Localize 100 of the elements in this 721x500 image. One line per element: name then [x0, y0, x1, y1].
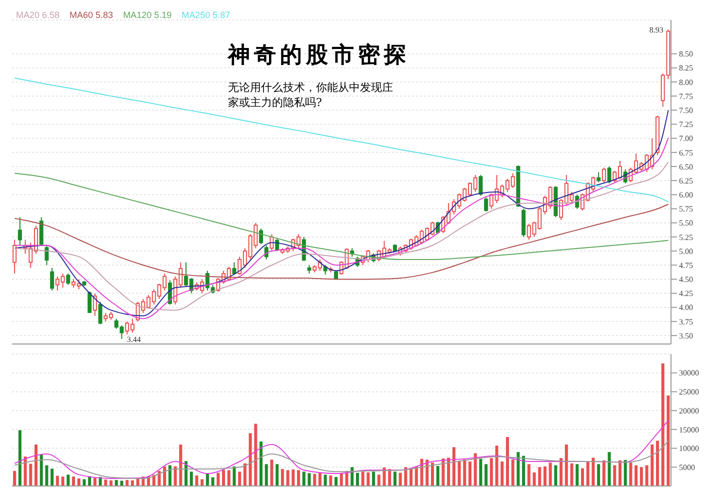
- bar: [570, 463, 574, 486]
- line-series: [14, 420, 669, 479]
- bar: [126, 480, 129, 486]
- candlestick: [596, 172, 601, 183]
- text: 神奇的股市密探: [228, 41, 410, 70]
- bar: [77, 478, 80, 486]
- bar: [276, 464, 279, 486]
- candlestick: [602, 167, 606, 183]
- bar: [190, 472, 193, 486]
- bar: [324, 474, 327, 486]
- y-tick-label: 4.25: [679, 289, 693, 298]
- bar: [216, 472, 220, 486]
- y-tick-label: 6.00: [679, 190, 693, 200]
- y-tick-label: 7.00: [679, 134, 693, 144]
- bar: [474, 453, 477, 486]
- y-tick-label: 30000: [679, 368, 699, 378]
- bar: [656, 440, 659, 486]
- candlestick: [88, 291, 92, 314]
- bar: [292, 469, 295, 486]
- y-tick-label: 8.50: [679, 50, 693, 59]
- text: 无论用什么技术，你能从中发现庄家或主力的隐私吗?: [228, 80, 394, 110]
- bar: [398, 472, 402, 486]
- bar: [548, 462, 552, 486]
- candlestick: [484, 196, 488, 212]
- bar: [458, 461, 461, 486]
- bar: [329, 475, 332, 486]
- bar: [404, 467, 408, 486]
- bar: [104, 480, 108, 486]
- bar: [602, 460, 606, 486]
- bar: [629, 462, 632, 486]
- bar: [564, 444, 568, 486]
- candlestick: [39, 216, 44, 246]
- bar: [24, 456, 27, 486]
- bar: [634, 465, 638, 486]
- bar: [495, 446, 498, 486]
- bar: [560, 458, 563, 486]
- bar: [163, 466, 166, 486]
- bar: [661, 363, 664, 486]
- bar: [640, 467, 643, 486]
- text: MA60 5.83: [70, 10, 114, 20]
- bar: [393, 472, 396, 486]
- bar: [576, 464, 579, 486]
- bar: [264, 464, 268, 486]
- bar: [72, 476, 76, 486]
- bar: [318, 472, 322, 486]
- bar: [479, 458, 482, 486]
- line-series: [14, 172, 669, 260]
- bar: [650, 444, 654, 486]
- y-tick-label: 20000: [679, 406, 699, 416]
- bar: [426, 460, 429, 486]
- candlestick: [232, 262, 236, 276]
- y-tick-label: 5.25: [679, 232, 693, 242]
- bar: [174, 466, 177, 486]
- bar: [56, 476, 59, 486]
- bar: [666, 395, 670, 486]
- bar: [468, 461, 472, 486]
- bar: [243, 463, 246, 486]
- bar: [302, 472, 306, 486]
- bar: [511, 460, 514, 486]
- bar: [222, 470, 226, 486]
- bar: [442, 458, 445, 486]
- bar: [608, 452, 611, 486]
- bar: [516, 452, 520, 486]
- bar: [82, 479, 86, 486]
- y-tick-label: 8.00: [679, 78, 693, 87]
- bar: [18, 430, 22, 486]
- bar: [238, 472, 242, 486]
- bar: [618, 460, 622, 486]
- bar: [50, 468, 54, 486]
- bar: [372, 472, 376, 486]
- bar: [613, 465, 616, 486]
- candlestick: [50, 267, 54, 291]
- bar: [66, 474, 70, 486]
- bar: [206, 474, 209, 486]
- bar: [645, 465, 648, 486]
- bar: [490, 458, 493, 486]
- bar: [308, 473, 311, 486]
- bar: [463, 460, 466, 486]
- bar: [430, 462, 434, 486]
- bar: [377, 474, 380, 486]
- y-tick-label: 5000: [679, 462, 695, 472]
- bar: [350, 467, 354, 486]
- y-tick-label: 7.50: [679, 106, 693, 115]
- bar: [248, 433, 252, 486]
- y-tick-label: 4.75: [679, 260, 693, 270]
- bar: [313, 474, 316, 486]
- line-series: [14, 161, 669, 311]
- bar: [538, 467, 542, 486]
- candlestick: [478, 174, 483, 196]
- bar: [227, 470, 230, 486]
- bar: [532, 472, 536, 486]
- bar: [195, 475, 198, 486]
- y-tick-label: 4.00: [679, 303, 693, 312]
- candlestick: [264, 244, 268, 260]
- bar: [120, 480, 124, 486]
- y-tick-label: 7.25: [679, 120, 693, 130]
- bar: [580, 468, 584, 486]
- line-series: [14, 440, 669, 479]
- bar: [286, 470, 290, 486]
- bar: [447, 458, 450, 486]
